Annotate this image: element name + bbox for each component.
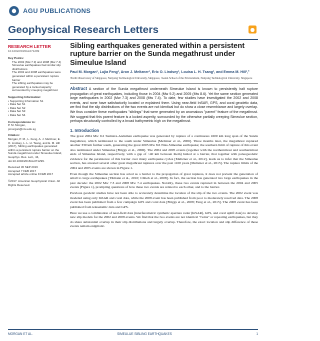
footer-authors: MORGAN ET AL. <box>8 332 33 336</box>
supporting-item[interactable]: • Data Set S4 <box>8 113 26 117</box>
abstract: Abstract A section of the Sunda megathru… <box>70 86 258 124</box>
key-point: The 2002 and 2008 earthquakes were gener… <box>12 71 64 82</box>
section-heading: 1. Introduction <box>70 127 100 133</box>
citation: Morgan, P. M., L. Feng, A. J. Meltzner, … <box>8 136 62 163</box>
supporting-heading: Supporting Information: <box>8 95 42 100</box>
doi: 10.1002/2016GL071299 <box>8 48 40 53</box>
sidebar: RESEARCH LETTER 10.1002/2016GL071299 Key… <box>8 44 64 324</box>
page-number: 1 <box>256 332 258 336</box>
copyright: ©2017. American Geophysical Union. All R… <box>8 178 60 187</box>
article: Sibling earthquakes generated within a p… <box>70 42 258 326</box>
correspondence-email[interactable]: pmorgan@ntu.edu.sg <box>8 126 36 131</box>
divider <box>70 83 258 85</box>
supporting-item[interactable]: • Supporting Information S1 <box>8 98 44 103</box>
page: AGU PUBLICATIONS Geophysical Research Le… <box>0 0 264 341</box>
header-rule <box>8 39 258 40</box>
key-point: The 2002 (Mw 7.3) and 2008 (Mw 7.4) Sime… <box>12 60 64 72</box>
date: Received 30 SEP 2016 <box>8 165 38 170</box>
affiliations: ¹Earth Observatory of Singapore, Nanyang… <box>70 76 253 80</box>
running-title: SIMEULUE SIBLING EARTHQUAKES <box>117 332 172 336</box>
authors: Paul M. Morgan¹, Lujia Feng¹, Aron J. Me… <box>70 70 250 75</box>
open-access-icon <box>248 25 257 34</box>
paragraph: Previous geodetic studies have not been … <box>70 191 258 209</box>
paragraph: Even though the Simeulue section has act… <box>70 171 258 190</box>
article-title: Sibling earthquakes generated within a p… <box>70 42 245 67</box>
date: Accepted article online 9 FEB 2017 <box>8 172 54 177</box>
correspondence: P. M. Morgan, <box>8 123 26 128</box>
key-points-heading: Key Points: <box>8 56 24 61</box>
paragraph: The great 2004 Mw 9.2 Sumatra-Andaman ea… <box>70 134 258 170</box>
article-type: RESEARCH LETTER <box>8 44 51 49</box>
publisher: AGU PUBLICATIONS <box>23 7 91 15</box>
abstract-text: A section of the Sunda megathrust undern… <box>70 87 258 124</box>
journal-title: Geophysical Research Letters <box>8 24 159 36</box>
supporting-item[interactable]: • Data Set S3 <box>8 109 26 114</box>
logo-icon <box>9 6 19 16</box>
supporting-item[interactable]: • Data Set S1 <box>8 102 26 107</box>
correspondence-heading: Correspondence to: <box>8 119 36 124</box>
date: Accepted 7 FEB 2017 <box>8 168 37 173</box>
key-points: The 2002 (Mw 7.3) and 2008 (Mw 7.4) Sime… <box>8 60 64 93</box>
abstract-heading: Abstract <box>70 86 87 92</box>
paragraph: Here we use a combination of near-field … <box>70 210 258 229</box>
citation-heading: Citation: <box>8 133 20 138</box>
publisher-logo: AGU PUBLICATIONS <box>8 4 128 18</box>
key-point: The sibling earthquakes may be generated… <box>12 81 64 93</box>
footer: MORGAN ET AL. SIMEULUE SIBLING EARTHQUAK… <box>8 329 258 338</box>
supporting-item[interactable]: • Data Set S2 <box>8 105 26 110</box>
